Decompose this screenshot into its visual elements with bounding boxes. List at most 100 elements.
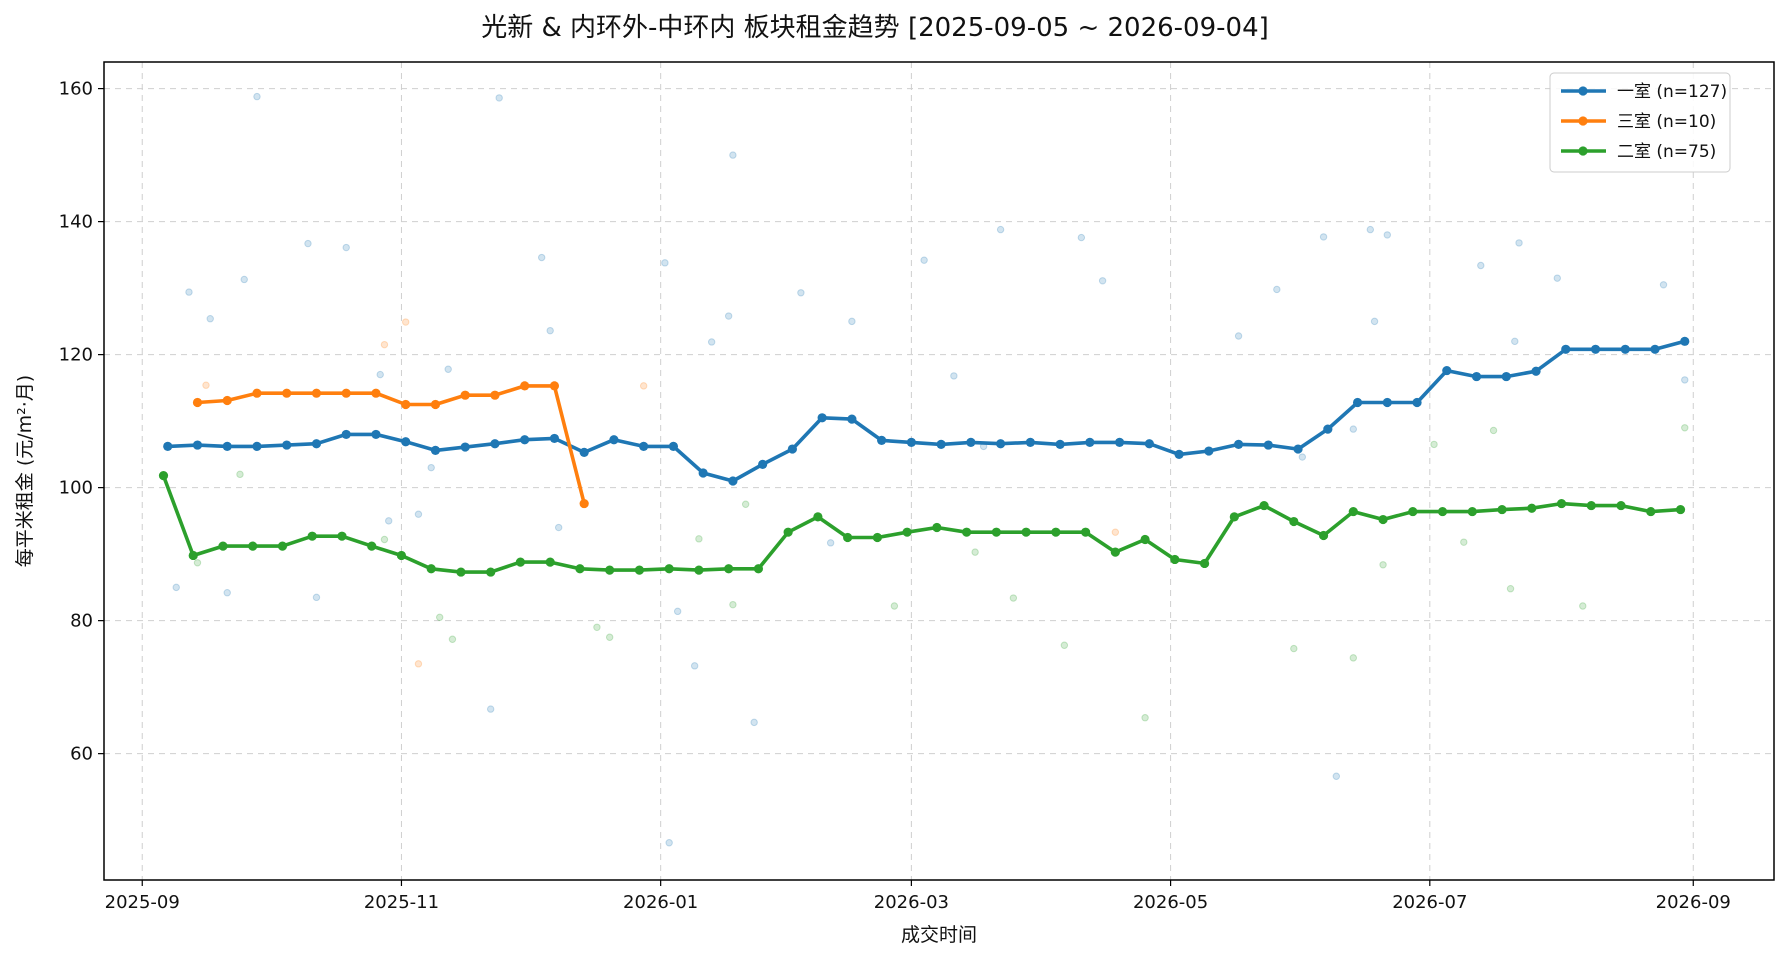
scatter-point [1659,281,1668,289]
series-marker [218,541,228,551]
series-marker [1081,527,1091,537]
scatter-point [690,662,699,670]
series-marker [1170,554,1180,565]
scatter-point [673,607,682,616]
scatter-point [593,623,601,631]
series-marker [460,442,470,452]
x-tick-label: 2026-01 [623,892,698,913]
scatter-point [1460,538,1468,546]
series-marker [430,399,441,410]
series-marker [311,439,322,449]
series-marker [1199,558,1210,569]
series-marker [460,390,470,400]
series-marker [1259,500,1269,511]
series-marker [1408,506,1418,517]
scatter-points [172,92,1689,847]
series-marker [783,527,793,537]
scatter-point [1111,528,1120,536]
scatter-point [312,593,321,602]
series-marker [426,564,436,574]
scatter-point [1298,453,1307,461]
y-tick-label: 60 [70,744,93,765]
legend-marker [1578,116,1588,126]
series-marker [1114,437,1125,448]
series-marker [1531,366,1541,376]
scatter-point [537,253,546,262]
x-tick-label: 2026-09 [1656,892,1731,913]
series-marker [1140,534,1150,545]
scatter-point [554,523,563,532]
scatter-point [486,705,495,713]
series-marker [192,397,203,408]
series-marker [520,381,530,391]
series-marker [490,390,500,400]
series-marker [371,388,381,398]
legend-label: 二室 (n=75) [1617,142,1716,162]
scatter-point [1383,231,1392,239]
legend-box [1549,72,1731,173]
series-marker [1650,344,1660,354]
series-marker [817,413,827,423]
scatter-point [1370,317,1379,326]
scatter-point [971,548,979,556]
scatter-point [750,718,758,727]
scatter-point [1366,225,1375,234]
scatter-point [707,338,716,346]
series-marker [486,567,496,577]
series-marker [1497,504,1507,515]
series-marker [694,565,704,575]
series-marker [1471,371,1482,382]
series-marker [787,444,797,454]
series-marker [962,527,972,537]
scatter-point [695,535,703,543]
scatter-point [1349,654,1358,662]
scatter-point [304,239,312,248]
series-marker [1289,516,1299,527]
series-marker [1378,514,1388,525]
scatter-point [444,365,452,373]
series-marker [1293,444,1303,454]
scatter-point [996,225,1005,234]
scatter-point [1009,594,1018,602]
scatter-point [1430,440,1438,449]
scatter-point [1681,424,1689,432]
scatter-point [253,92,261,101]
scatter-point [402,318,410,326]
scatter-point [1141,714,1149,722]
series-marker [698,468,708,478]
y-tick-label: 80 [70,611,93,632]
series-marker [1085,437,1095,448]
x-axis-label: 成交时间 [901,924,977,946]
series-marker [192,440,203,450]
series-marker [664,564,674,574]
scatter-point [185,288,193,296]
y-tick-label: 100 [59,478,93,499]
scatter-point [826,539,835,547]
scatter-point [193,559,202,567]
series-marker [277,541,288,551]
series-marker [1675,504,1686,515]
scatter-point [741,500,750,508]
scatter-point [172,583,180,592]
scatter-point [414,510,423,518]
series-marker [906,437,916,448]
series-marker [1442,365,1452,376]
scatter-point [448,635,457,643]
series-marker [163,441,173,451]
scatter-point [223,589,231,597]
series-marker [1263,440,1273,450]
series-marker [843,532,853,543]
scatter-point [1349,425,1358,433]
series-marker [1527,503,1537,513]
x-tick-label: 2025-11 [364,892,439,913]
scatter-point [1511,337,1519,346]
series-marker [1204,446,1214,456]
series-marker [668,441,679,451]
series-marker [549,381,560,391]
series-marker [367,541,377,551]
series-marker [609,435,619,445]
series-marker [545,557,555,567]
scatter-point [1553,274,1561,282]
scatter-point [1477,261,1485,270]
y-axis-ticks: 60 80 100 120 140 160 [59,79,104,765]
